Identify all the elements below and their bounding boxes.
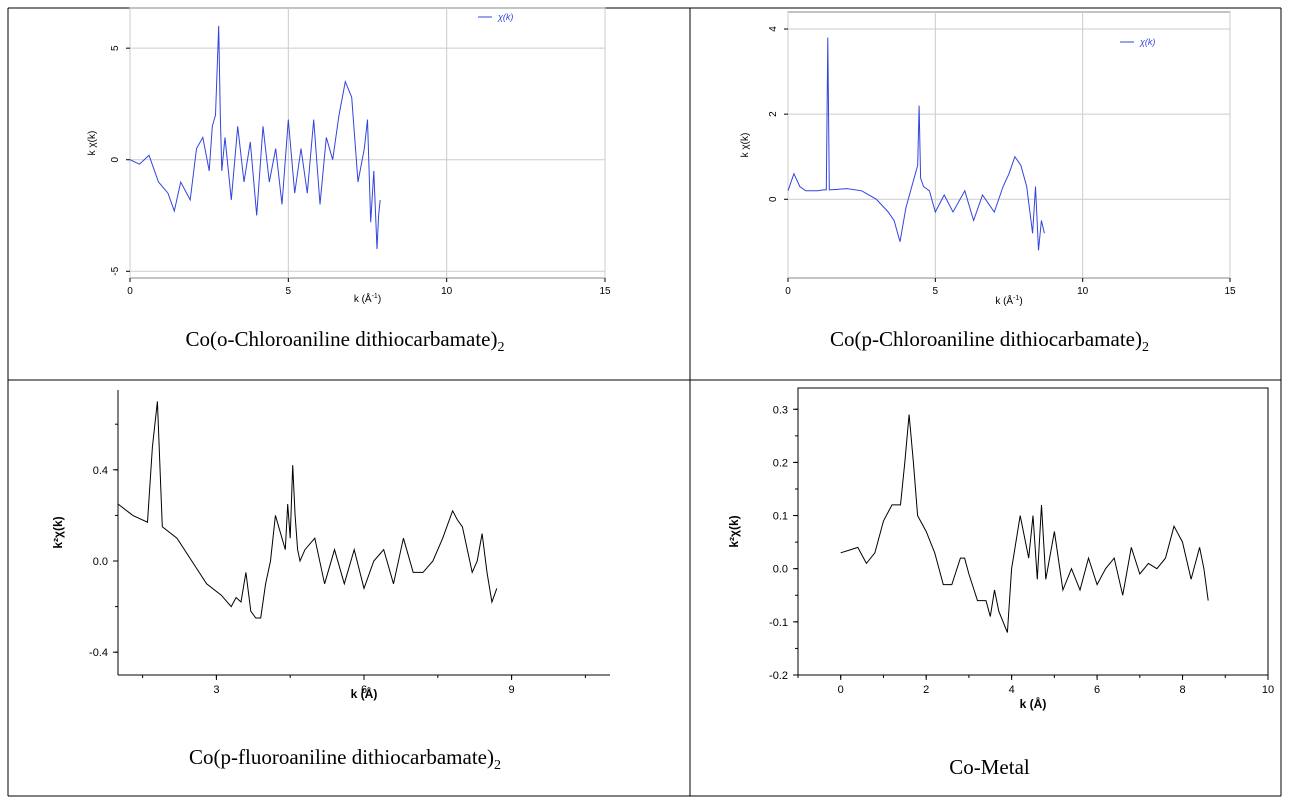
- chart-p-chloro: 0 5 10 15 0 2 4 k (Å-1) k χ(k) χ(k): [740, 11, 1236, 307]
- x-tick-label: 8: [1179, 684, 1185, 696]
- plot-frame: [787, 11, 1231, 279]
- x-tick-label: 10: [1077, 286, 1089, 297]
- x-tick-label: 0: [785, 286, 791, 297]
- x-axis-label: k (Å): [1020, 696, 1047, 711]
- x-tick-label: 0: [127, 286, 133, 297]
- chart-p-fluoro: 3 6 9 -0.4 0.0 0.4 k (Å) k²χ(k): [51, 390, 610, 701]
- x-tick-label: 4: [1009, 684, 1015, 696]
- y-tick-label: 0.3: [773, 404, 788, 416]
- x-tick-label: 15: [1224, 286, 1236, 297]
- series-line: [117, 401, 498, 619]
- caption-p-chloro: Co(p-Chloroaniline dithiocarbamate)2: [830, 327, 1149, 356]
- panel-p-fluoro: 3 6 9 -0.4 0.0 0.4 k (Å) k²χ(k) Co(p-fluoroanil…: [0, 380, 690, 804]
- y-axis-label: k²χ(k): [727, 515, 741, 547]
- x-tick-label: 0: [838, 684, 844, 696]
- panel-p-chloro: 0 5 10 15 0 2 4 k (Å-1) k χ(k) χ(k) Co(p-Chloroan…: [690, 0, 1289, 380]
- y-axis-label: k χ(k): [740, 133, 751, 158]
- x-axis-label: k (Å): [351, 686, 378, 701]
- caption-co-metal: Co-Metal: [949, 755, 1030, 779]
- x-tick-label: 6: [1094, 684, 1100, 696]
- y-tick-label: 0: [110, 157, 121, 163]
- x-axis-label: k (Å-1): [995, 294, 1022, 307]
- chart-co-metal: 0 2 4 6 8 10 -0.2 -0.1 0.0 0.1 0.2 0.3 k (Å) k²χ(k): [727, 387, 1274, 711]
- y-tick-label: 0.0: [773, 564, 788, 576]
- plot-frame: [797, 387, 1269, 676]
- y-tick-label: 5: [110, 45, 121, 51]
- y-tick-label: -0.4: [89, 647, 108, 659]
- y-tick-label: 0.2: [773, 457, 788, 469]
- panel-co-metal: 0 2 4 6 8 10 -0.2 -0.1 0.0 0.1 0.2 0.3 k (Å) k²χ(k) C…: [690, 380, 1289, 804]
- series-line: [129, 25, 381, 250]
- caption-p-fluoro: Co(p-fluoroaniline dithiocarbamate)2: [189, 745, 501, 774]
- legend-label: χ(k): [1139, 37, 1155, 47]
- x-tick-label: 2: [923, 684, 929, 696]
- y-tick-label: -0.2: [769, 670, 788, 682]
- panel-o-chloro: 0 5 10 15 -5 0 5 k (Å-1) k χ(k) χ(k) Co(o-Chloroa…: [0, 0, 690, 380]
- x-tick-label: 5: [286, 286, 292, 297]
- y-tick-label: -5: [110, 266, 121, 275]
- x-axis-label: k (Å-1): [354, 292, 381, 305]
- x-tick-label: 10: [441, 286, 453, 297]
- y-tick-label: 0.4: [93, 465, 108, 477]
- chart-o-chloro: 0 5 10 15 -5 0 5 k (Å-1) k χ(k) χ(k): [87, 7, 611, 305]
- y-axis-label: k χ(k): [87, 131, 98, 156]
- y-tick-label: 4: [768, 26, 779, 32]
- y-tick-label: 0: [768, 196, 779, 202]
- series-line: [840, 414, 1209, 633]
- x-tick-label: 15: [599, 286, 611, 297]
- x-tick-label: 5: [933, 286, 939, 297]
- x-tick-label: 3: [213, 684, 219, 696]
- legend-label: χ(k): [497, 12, 513, 22]
- y-tick-label: -0.1: [769, 617, 788, 629]
- y-tick-label: 0.1: [773, 511, 788, 523]
- x-tick-label: 10: [1262, 684, 1274, 696]
- y-axis-label: k²χ(k): [51, 516, 65, 548]
- x-tick-label: 9: [509, 684, 515, 696]
- y-tick-label: 2: [768, 111, 779, 117]
- series-line: [787, 37, 1045, 251]
- x-tick-label: 6: [361, 684, 367, 696]
- caption-o-chloro: Co(o-Chloroaniline dithiocarbamate)2: [185, 327, 505, 356]
- y-tick-label: 0.0: [93, 556, 108, 568]
